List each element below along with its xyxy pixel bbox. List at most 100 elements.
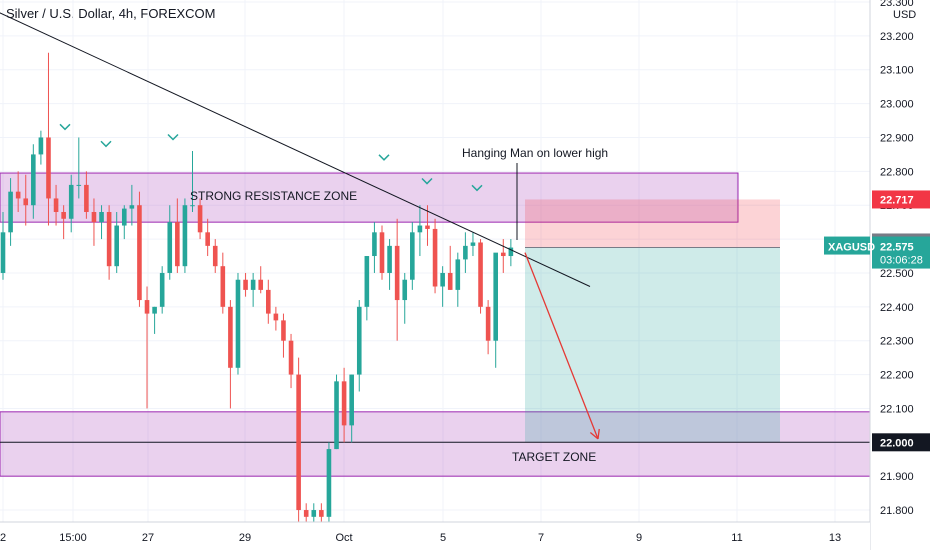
candle-body [349,374,354,426]
candle-body [8,191,13,233]
candle [493,252,498,368]
price-labels: USD 22.71722.59022.57522.000XAGUSD03:06:… [824,9,930,452]
candles [0,52,514,531]
candle-body [114,225,119,267]
candle [266,279,271,324]
candle-body [311,510,317,517]
candle-body [364,256,370,307]
candle [485,300,491,355]
candle [205,218,210,257]
time-axis-bg [0,522,870,550]
symbol-tag-bg [824,236,870,255]
resistance-zone-label: STRONG RESISTANCE ZONE [190,189,357,203]
candle-body [334,381,339,450]
candle [258,266,264,294]
candle [379,225,385,280]
candle [8,178,13,246]
candle-body [175,222,180,267]
stop-loss-area [525,199,780,248]
y-tick-label: 22.900 [880,132,914,144]
candle [15,171,21,212]
y-tick-label: 22.200 [880,370,914,382]
candle-body [417,225,423,233]
arrow-head-1 [589,432,599,440]
candle-body [258,279,264,290]
candle-body [121,208,127,226]
candle [425,205,430,246]
y-tick-label: 23.000 [880,99,914,111]
drawings [0,12,600,440]
candle [106,205,112,280]
candle [129,184,135,226]
candle [478,239,483,314]
candle-body [212,245,218,267]
x-tick-label: 7 [538,532,544,544]
trendline [0,12,591,287]
candle-body [387,245,392,273]
candle-body [23,198,29,206]
chart-title: Silver / U.S. Dollar, 4h, FOREXCOM [6,6,216,21]
candle [470,232,476,257]
candle [167,205,173,280]
target-arrow [524,252,599,440]
chevron-marker-icon [421,177,433,185]
candle-body [485,306,491,341]
candle-body [266,289,271,314]
chevron-marker-icon [471,184,483,192]
price-label: 22.000 [872,433,930,452]
candle [440,266,445,307]
time-axis[interactable]: 2 15:00 27 29 Oct 5 7 9 11 13 [0,521,870,550]
candle-body [250,279,256,290]
candle [288,333,294,389]
candle-body [197,205,203,233]
candle [402,272,408,324]
price-label-text: 22.000 [880,437,914,449]
y-tick-label: 23.100 [880,65,914,77]
candle-body [508,247,514,257]
candle [68,174,74,233]
chevron-marker-icon [59,123,71,131]
y-tick-label: 21.800 [880,505,914,517]
price-label-text: 22.717 [880,194,914,206]
x-tick-label: 27 [142,532,154,544]
candle-body [159,272,165,307]
price-axis-bg [870,0,932,550]
candle [212,239,218,273]
candle-body [38,137,44,155]
candle [46,52,51,226]
candle [432,218,438,294]
candle-body [106,211,112,267]
candle-body [190,205,195,207]
symbol-tag: XAGUSD [828,242,875,254]
candle-body [152,306,157,314]
y-tick-label: 23.300 [880,0,914,9]
candle-body [303,510,309,517]
hanging-man-label: Hanging Man on lower high [462,146,608,160]
candle [372,222,377,273]
candle-body [493,252,498,341]
candle [500,239,506,273]
candle [455,252,461,307]
candle [91,198,97,246]
candle [114,211,119,273]
candle [281,313,286,358]
candle [84,171,89,219]
candle [152,306,157,334]
chevron-marker-icon [378,154,390,161]
candle [296,357,301,527]
candle [175,198,180,273]
x-tick-label: Oct [335,532,352,544]
candle [53,184,59,226]
candle-body [53,198,59,212]
currency-label: USD [893,9,916,21]
candle [31,144,36,219]
candle-body [129,205,135,209]
price-label: 22.717 [872,190,930,209]
candle-body [379,232,385,273]
candle-body [372,232,377,257]
candle [250,272,256,307]
price-axis[interactable]: 23.300 23.200 23.100 23.000 22.900 22.800 22.7… [869,0,932,550]
y-tick-label: 22.500 [880,268,914,280]
